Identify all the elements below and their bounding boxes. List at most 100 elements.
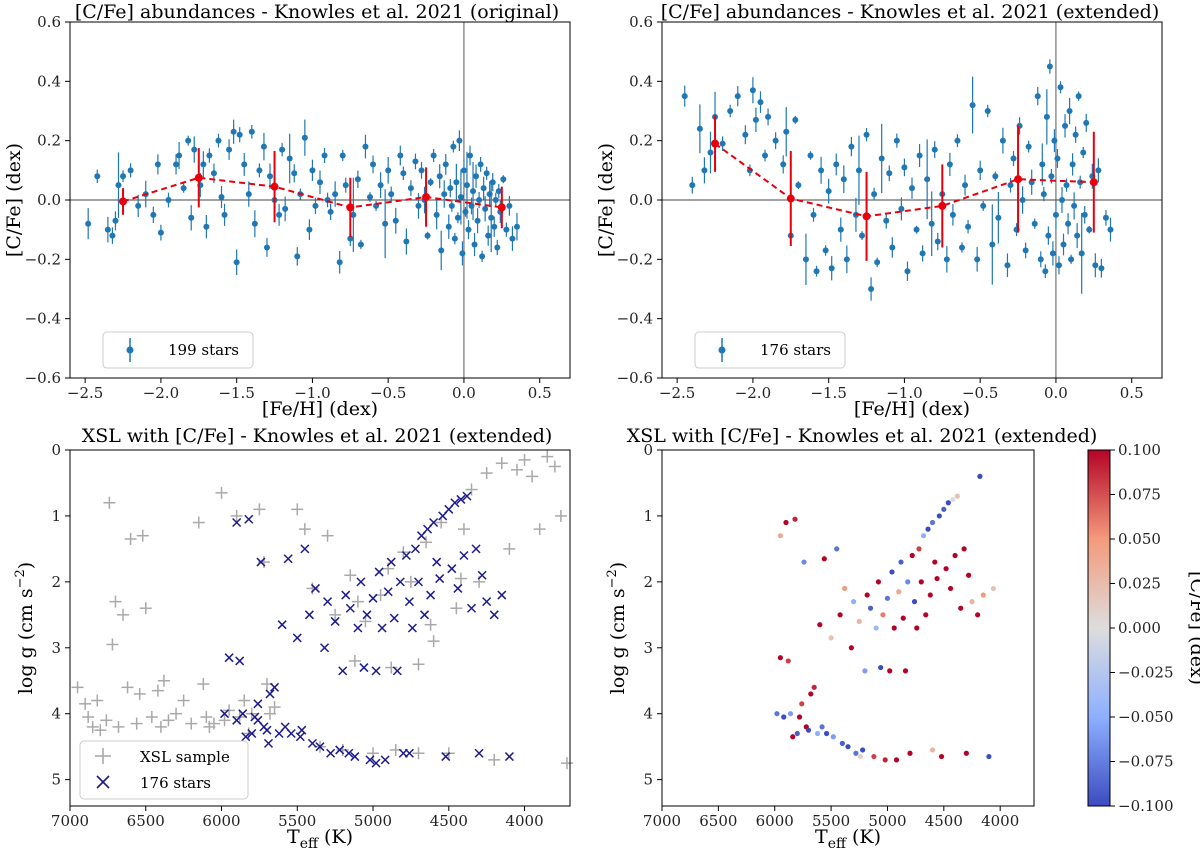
panel4-xticks: 7000 6500 6000 5500 5000 4500 4000 [643, 806, 1019, 830]
p4-point [969, 599, 975, 605]
p4-point [941, 506, 947, 512]
p3-star-point-b [383, 587, 393, 597]
p2-point [999, 137, 1006, 144]
p3-star-point-b [462, 491, 472, 501]
p2-ytick-label: 0.4 [629, 72, 653, 90]
p4-point [781, 714, 787, 720]
p2-ytick-label: 0.0 [629, 191, 653, 209]
p2-point [818, 167, 825, 174]
panel2-legend-marker [718, 346, 726, 354]
p1-point [488, 214, 495, 221]
panel-hr-cfe-colored: XSL with [C/Fe] - Knowles et al. 2021 (e… [605, 425, 1200, 850]
p4-point [909, 552, 915, 559]
panel3-legend-box [79, 740, 249, 800]
p1-point [306, 226, 313, 233]
p1-point [388, 191, 395, 198]
p3-star-point-b [471, 544, 481, 554]
p1-point [465, 226, 472, 233]
p2-point [1062, 122, 1069, 129]
p1-point [135, 202, 142, 209]
p2-point [886, 170, 893, 177]
p3-star-point-b [362, 610, 372, 620]
p2-point [1074, 232, 1081, 239]
p1-point [185, 137, 192, 144]
p1-point [485, 232, 492, 239]
p4-point [878, 664, 884, 671]
p2-point [1007, 182, 1014, 189]
p1-point [362, 143, 369, 150]
panel3-ylabel-end: ) [15, 562, 37, 569]
p3-xtick-label: 5500 [278, 812, 316, 830]
p3-star-point-b [247, 728, 257, 739]
p2-point [1080, 149, 1087, 156]
p2-point [833, 161, 840, 168]
p1-point [226, 146, 233, 153]
p1-point [85, 220, 92, 227]
p4-point [845, 744, 851, 750]
p1-binned-point [497, 203, 506, 212]
p1-point [457, 194, 464, 201]
p4-point [787, 711, 794, 717]
p2-point [859, 232, 865, 239]
p1-point [339, 152, 346, 159]
p1-point [506, 202, 513, 209]
colorbar [1087, 449, 1111, 807]
p1-point [397, 152, 404, 159]
p4-point [938, 753, 945, 760]
p4-ytick-label: 2 [643, 573, 653, 591]
p2-point [780, 161, 787, 168]
p3-ytick-label: 3 [51, 639, 61, 657]
colorbar-tick-label: −0.100 [1118, 797, 1174, 815]
p1-point [433, 211, 440, 218]
p4-ytick-label: 3 [643, 639, 653, 657]
p3-star-point-b [395, 577, 405, 587]
p2-point [1063, 182, 1070, 189]
panel1-xlabel: [Fe/H] (dex) [262, 398, 378, 420]
p2-ytick-label: −0.4 [617, 310, 653, 328]
p2-point [1040, 191, 1047, 198]
p1-binned-point [194, 173, 203, 182]
panel-hr-xsl: XSL with [C/Fe] - Knowles et al. 2021 (e… [13, 425, 573, 850]
colorbar-tick-label: −0.050 [1118, 708, 1174, 726]
panel3-title: XSL with [C/Fe] - Knowles et al. 2021 (e… [82, 425, 553, 447]
p1-xtick-label: −2.0 [143, 384, 179, 402]
p4-point [828, 635, 834, 641]
p2-point [974, 256, 981, 263]
p2-binned-point [1089, 178, 1098, 187]
p4-point [811, 684, 817, 690]
p3-star-point-b [277, 620, 287, 630]
p4-point [873, 625, 879, 631]
p1-point [218, 194, 225, 201]
p2-point [734, 93, 741, 100]
p4-point [891, 625, 897, 631]
p2-point [878, 155, 885, 162]
p3-star-point-b [320, 643, 330, 653]
p3-star-point-b [280, 722, 290, 732]
p4-point [880, 612, 886, 618]
p4-point [834, 546, 840, 552]
p1-point [377, 182, 384, 189]
p3-star-point-b [232, 517, 242, 528]
p1-point [317, 179, 323, 186]
p1-point [489, 179, 496, 186]
p4-point [950, 496, 956, 503]
p3-star-point-b [307, 738, 317, 748]
panel2-legend: 176 stars [694, 331, 846, 369]
p2-point [863, 131, 870, 138]
panel1-legend-marker [126, 346, 134, 354]
p4-point [936, 513, 942, 519]
p4-ytick-label: 5 [643, 771, 653, 789]
p2-point [868, 286, 875, 292]
p3-star-point-b [474, 748, 484, 758]
p2-point [913, 226, 920, 233]
p2-point [1042, 268, 1049, 275]
p1-point [450, 143, 457, 150]
p1-point [236, 131, 243, 138]
p3-star-point-b [365, 755, 375, 765]
p4-point [783, 519, 789, 526]
p4-xtick-label: 5500 [812, 812, 850, 830]
p1-point [385, 167, 392, 174]
p4-point [945, 500, 951, 506]
p4-xtick-label: 6000 [756, 812, 794, 830]
p2-point [757, 99, 764, 106]
